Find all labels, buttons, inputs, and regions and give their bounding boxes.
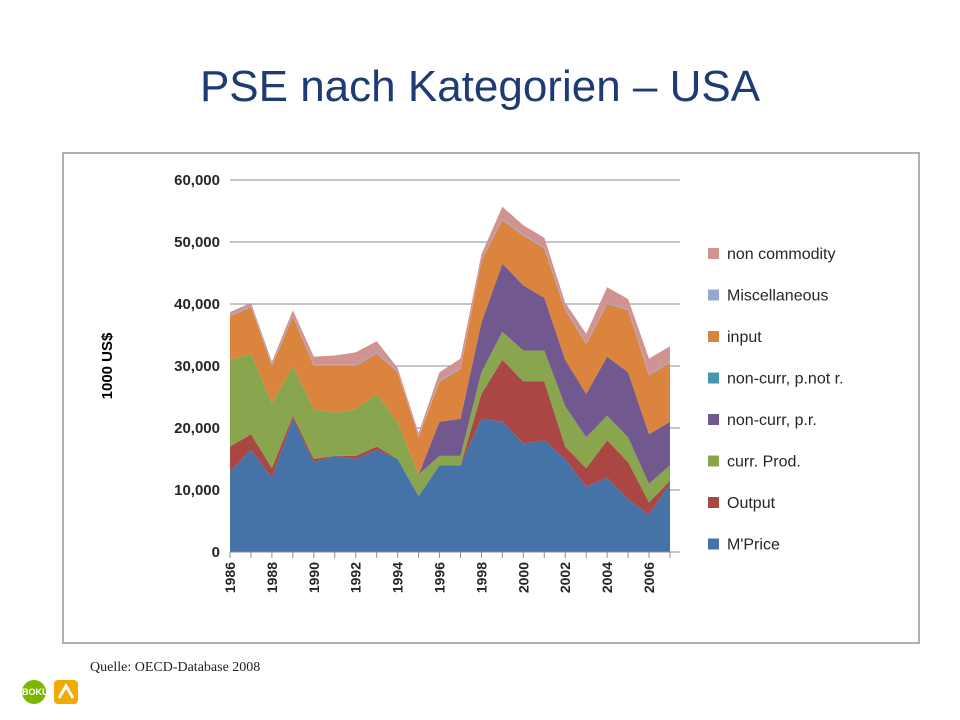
y-axis-label: 1000 US$ — [99, 332, 116, 399]
slide-title: PSE nach Kategorien – USA — [199, 62, 761, 111]
y-tick-label: 10,000 — [174, 482, 220, 499]
area-series-non-curr-p-r- — [230, 263, 670, 484]
y-tick-label: 30,000 — [174, 358, 220, 375]
legend-label: non commodity — [727, 246, 836, 263]
x-tick-label: 1998 — [473, 562, 489, 593]
legend-swatch — [708, 538, 719, 550]
partner-logo — [54, 680, 78, 704]
x-tick-label: 1990 — [306, 562, 322, 593]
area-series-input — [230, 220, 670, 475]
legend-label: non-curr, p.r. — [727, 412, 817, 429]
legend-swatch — [708, 248, 719, 259]
y-tick-label: 0 — [212, 544, 220, 561]
x-tick-label: 2004 — [599, 562, 615, 593]
y-tick-label: 50,000 — [174, 234, 220, 251]
x-tick-label: 2000 — [515, 562, 531, 593]
x-tick-label: 1996 — [432, 562, 448, 593]
x-tick-label: 2006 — [641, 562, 657, 593]
legend-swatch — [708, 372, 719, 384]
legend-swatch — [708, 497, 719, 508]
x-tick-label: 1994 — [390, 562, 406, 593]
x-tick-label: 1992 — [348, 562, 364, 593]
legend-label: M'Price — [727, 537, 780, 554]
x-tick-label: 1986 — [222, 562, 238, 593]
legend-label: Miscellaneous — [727, 288, 828, 305]
legend-swatch — [708, 414, 719, 425]
y-tick-label: 60,000 — [174, 172, 220, 189]
area-series-curr-prod- — [230, 331, 670, 503]
legend-swatch — [708, 331, 719, 342]
legend-label: non-curr, p.not r. — [727, 371, 844, 388]
legend-label: Output — [727, 495, 776, 512]
partner-logo-icon — [57, 683, 75, 699]
legend-swatch — [708, 289, 719, 301]
source-note: Quelle: OECD-Database 2008 — [90, 660, 261, 675]
area-series-m-price — [230, 418, 670, 552]
y-tick-label: 20,000 — [174, 420, 220, 437]
x-tick-label: 2002 — [557, 562, 573, 593]
legend-label: curr. Prod. — [727, 454, 801, 471]
y-tick-label: 40,000 — [174, 296, 220, 313]
chart-frame: 0 10,000 20,000 30,000 40,000 50,000 60,000 100… — [62, 152, 920, 644]
legend-swatch — [708, 455, 719, 467]
stacked-area-chart: 0 10,000 20,000 30,000 40,000 50,000 60,000 100… — [99, 172, 844, 593]
x-tick-label: 1988 — [264, 562, 280, 593]
boku-logo: BOKU — [22, 680, 49, 704]
legend-label: input — [727, 329, 762, 346]
